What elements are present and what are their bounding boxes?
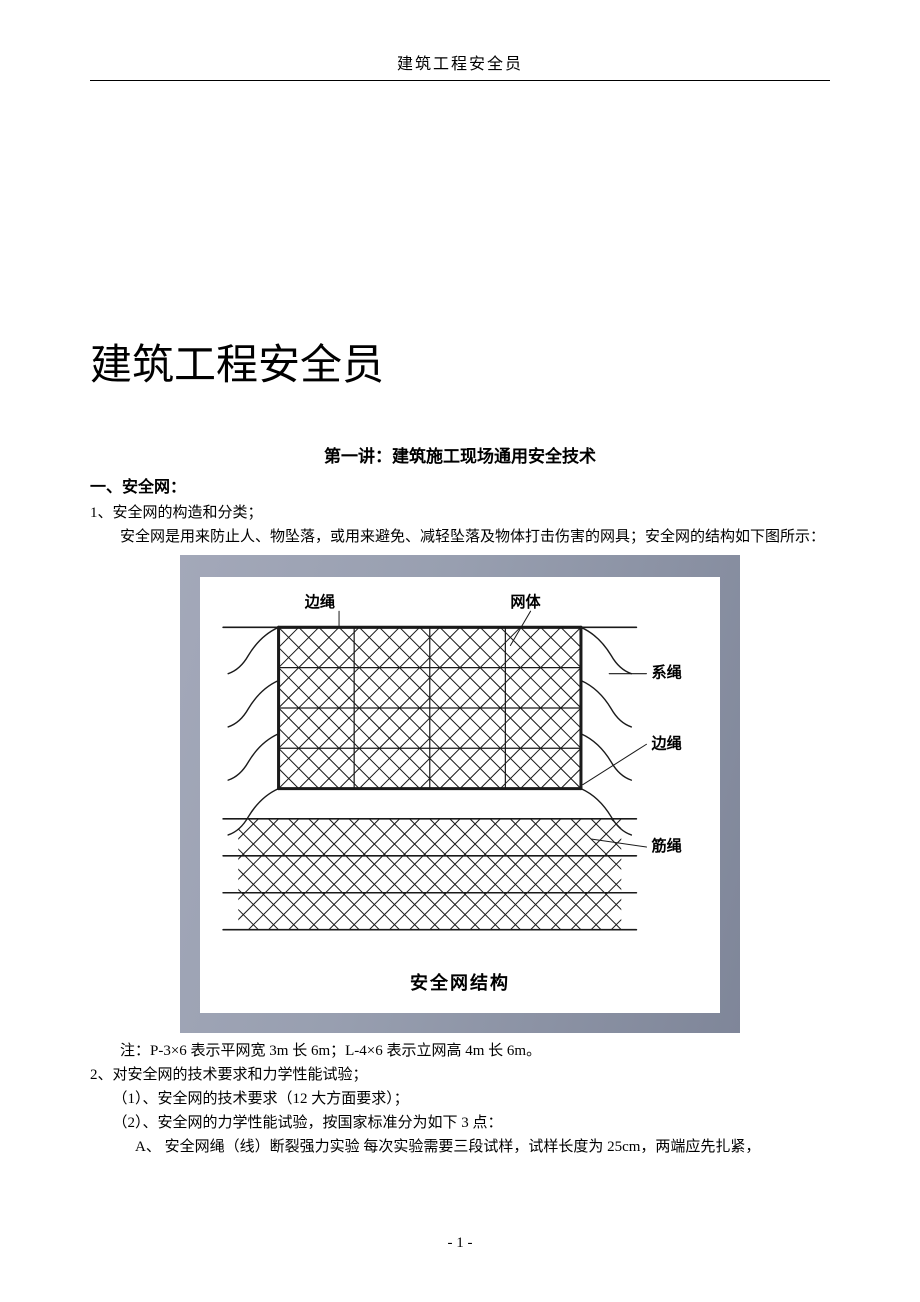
svg-text:网体: 网体 (510, 593, 541, 611)
item-2-heading: 2、对安全网的技术要求和力学性能试验； (90, 1063, 830, 1087)
diagram-svg: 边绳网体系绳边绳筋绳 (208, 587, 712, 955)
section-1-heading: 一、安全网： (90, 473, 830, 497)
diagram-photo-frame: 边绳网体系绳边绳筋绳 安全网结构 (180, 555, 740, 1033)
item-2-sub2-a: A、 安全网绳（线）断裂强力实验 每次实验需要三段试样，试样长度为 25cm，两… (90, 1135, 830, 1159)
document-title: 建筑工程安全员 (90, 331, 830, 392)
item-1-body: 安全网是用来防止人、物坠落，或用来避免、减轻坠落及物体打击伤害的网具；安全网的结… (90, 525, 830, 549)
item-2-sub2: （2）、安全网的力学性能试验，按国家标准分为如下 3 点： (90, 1111, 830, 1135)
running-header-text: 建筑工程安全员 (397, 56, 523, 73)
svg-text:边绳: 边绳 (304, 593, 335, 611)
safety-net-diagram: 边绳网体系绳边绳筋绳 安全网结构 (180, 555, 740, 1033)
svg-text:系绳: 系绳 (652, 664, 682, 682)
item-2-sub1: （1）、安全网的技术要求（12 大方面要求）； (90, 1087, 830, 1111)
running-header: 建筑工程安全员 (90, 50, 830, 81)
page-number: - 1 - (448, 1235, 473, 1251)
diagram-paper: 边绳网体系绳边绳筋绳 安全网结构 (200, 577, 720, 1013)
diagram-note: 注：P-3×6 表示平网宽 3m 长 6m；L-4×6 表示立网高 4m 长 6… (90, 1039, 830, 1063)
item-1-heading: 1、安全网的构造和分类； (90, 501, 830, 525)
diagram-caption: 安全网结构 (208, 969, 712, 995)
lecture-heading: 第一讲：建筑施工现场通用安全技术 (90, 442, 830, 467)
svg-text:边绳: 边绳 (651, 734, 682, 752)
svg-text:筋绳: 筋绳 (651, 837, 682, 855)
page-footer: - 1 - (0, 1235, 920, 1252)
